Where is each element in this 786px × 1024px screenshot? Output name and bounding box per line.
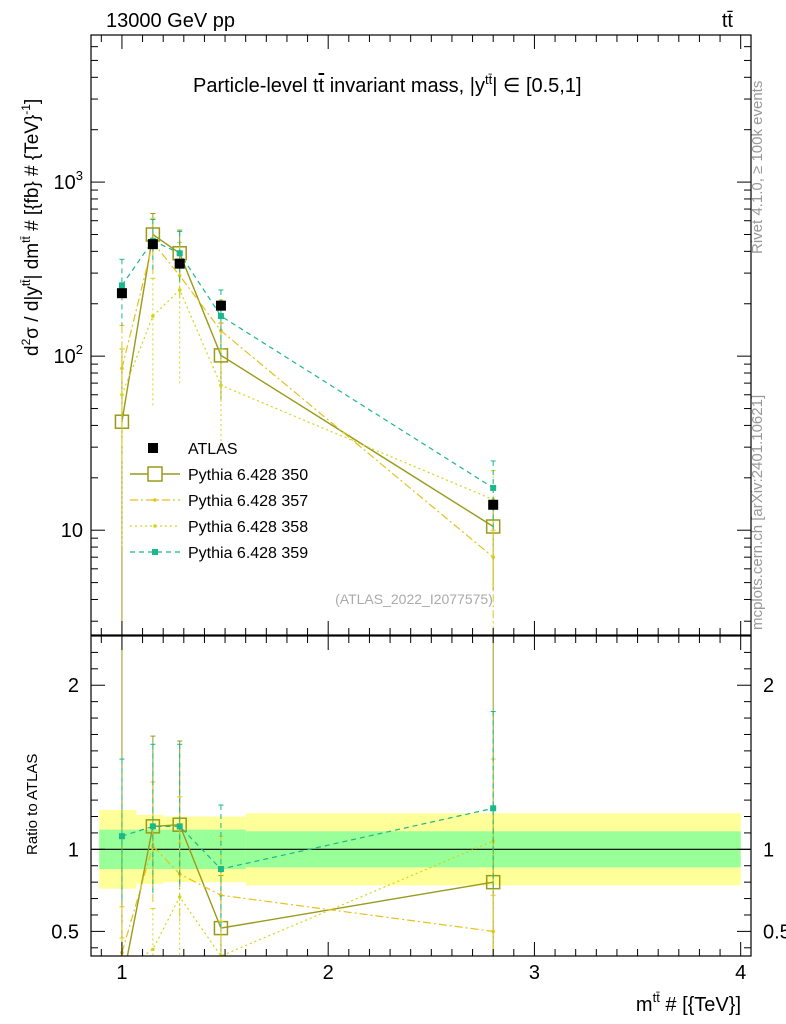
- series-4-ratio-point-2: [176, 823, 183, 830]
- mcplots-source-label: mcplots.cern.ch [arXiv:2401.10621]: [749, 395, 766, 630]
- xlabel-part-sup: tt̄: [653, 990, 661, 1005]
- ylabel-sup-3: tt̄: [19, 236, 33, 243]
- ratio-ytick-label-left-1: 1: [68, 839, 79, 861]
- series-2-main: [119, 217, 496, 635]
- xtick-label-2: 3: [529, 962, 540, 984]
- series-3-main: [119, 260, 496, 591]
- header-energy-label: 13000 GeV pp: [106, 10, 235, 32]
- series-3-point-3: [219, 383, 223, 388]
- series-3-ratio-point-1: [151, 947, 155, 952]
- title-part-bar: t: [319, 75, 325, 97]
- main-ytick-label-2: 103: [54, 168, 83, 194]
- atlas-data-point-1: [147, 239, 158, 250]
- ylabel-sup-4: -1: [19, 104, 33, 115]
- series-2-point-0: [120, 366, 124, 371]
- title-part-pre: Particle-level t: [193, 75, 319, 97]
- ylabel-sup-1: 2: [19, 338, 33, 345]
- ratio-ytick-label-right-1: 1: [763, 839, 774, 861]
- ylabel-part-1: d: [22, 345, 43, 356]
- series-3-point-2: [177, 288, 182, 292]
- series-4-point-3: [217, 313, 224, 320]
- ratio-ytick-label-left-2: 2: [68, 675, 79, 697]
- legend-label-4: Pythia 6.428 359: [188, 545, 308, 562]
- xtick-label-3: 4: [735, 962, 746, 984]
- xlabel-part-base: m: [636, 994, 653, 1016]
- legend-marker-3: [153, 524, 157, 528]
- xtick-label-0: 1: [116, 962, 127, 984]
- ratio-ytick-label-right-0: 0.5: [763, 921, 786, 943]
- legend-label-2: Pythia 6.428 357: [188, 493, 308, 510]
- ylabel-part-2: σ / d|y: [22, 286, 43, 339]
- series-4-ratio-point-4: [490, 805, 497, 812]
- ylabel-part-3: | dm: [22, 243, 43, 280]
- series-4-ratio: [118, 710, 497, 932]
- atlas-data-point-4: [488, 499, 499, 510]
- series-2-point-2: [177, 273, 182, 278]
- series-1-ratio: [119, 636, 501, 956]
- x-axis-label: mtt̄ # [{TeV}]: [636, 990, 741, 1016]
- legend-label-1: Pythia 6.428 350: [188, 467, 308, 484]
- atlas-data-point-3: [215, 300, 226, 311]
- ratio-y-axis-label: Ratio to ATLAS: [24, 754, 41, 855]
- legend-marker-2: [153, 498, 157, 502]
- legend: ATLAS Pythia 6.428 350 Pythia 6.428 357 Pyt…: [130, 441, 308, 562]
- series-4-point-4: [490, 484, 497, 491]
- xlabel-part-post: # [{TeV}]: [660, 994, 741, 1016]
- rivet-version-label: Rivet 4.1.0, ≥ 100k events: [749, 81, 766, 254]
- legend-label-3: Pythia 6.428 358: [188, 519, 308, 536]
- main-panel: [90, 34, 752, 636]
- main-panel-frame: [90, 34, 752, 636]
- ratio-ytick-label-left-0: 0.5: [51, 921, 79, 943]
- legend-label-atlas: ATLAS: [188, 441, 238, 458]
- main-ytick-label-1: 102: [54, 342, 83, 368]
- y-axis-label: d2σ / d|ytt̄| dmtt̄ # [{fb} # {TeV}-1]: [19, 99, 43, 356]
- legend-marker-atlas: [148, 443, 158, 453]
- series-4-ratio-point-0: [118, 833, 125, 840]
- series-1-main: [114, 213, 501, 635]
- analysis-watermark: (ATLAS_2022_I2077575): [335, 591, 493, 607]
- ratio-panel-frame: [90, 635, 752, 957]
- series-2-ratio-point-4: [491, 929, 495, 934]
- series-4-ratio-line: [121, 807, 494, 870]
- series-3-point-1: [151, 314, 155, 318]
- atlas-data-point-0: [116, 288, 127, 299]
- legend-marker-1: [147, 466, 163, 482]
- series-3-point-0: [120, 392, 124, 397]
- ylabel-sup-2: tt̄: [19, 279, 33, 286]
- chart-title: Particle-level tt invariant mass, |ytt̄|…: [193, 72, 582, 97]
- series-4-ratio-point-3: [217, 866, 224, 873]
- title-part-mid: invariant mass, |y: [324, 75, 485, 97]
- series-4-line: [121, 240, 494, 489]
- header-process-label: tt̄: [722, 10, 734, 32]
- title-part-post: | ∈ [0.5,1]: [492, 75, 581, 97]
- series-4-point-2: [176, 250, 183, 257]
- atlas-data: [116, 239, 499, 510]
- main-ytick-label-0: 10: [61, 520, 83, 542]
- ylabel-part-4: # [{fb} # {TeV}: [22, 115, 43, 237]
- series-4-ratio-point-1: [149, 823, 156, 830]
- title-part-sup: tt̄: [485, 72, 493, 87]
- ratio-ytick-label-right-2: 2: [763, 675, 774, 697]
- legend-marker-4: [152, 549, 158, 555]
- series-3-ratio-point-2: [177, 895, 182, 899]
- atlas-data-point-2: [174, 258, 185, 269]
- xtick-label-1: 2: [323, 962, 334, 984]
- series-4-point-0: [118, 282, 125, 289]
- ylabel-part-5: ]: [22, 99, 43, 104]
- ratio-panel: [90, 635, 752, 957]
